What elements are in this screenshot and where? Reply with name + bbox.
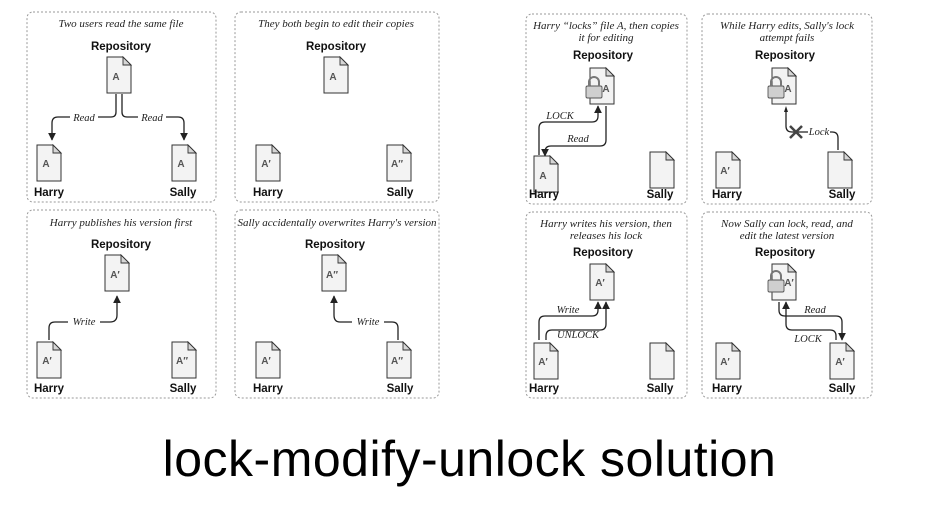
harry-label: Harry xyxy=(529,383,560,395)
panel-harry-publishes: Harry publishes his version first Reposi… xyxy=(27,210,216,398)
read-label: Read xyxy=(803,305,826,316)
panel-both-edit: They both begin to edit their copies Rep… xyxy=(235,12,439,202)
sally-file-icon xyxy=(828,152,852,188)
harry-label: Harry xyxy=(712,383,743,395)
diagram-svg: Two users read the same file Repository … xyxy=(0,0,939,430)
repository-file-label: A″ xyxy=(326,270,338,281)
panel-caption-line2: releases his lock xyxy=(570,230,643,242)
repository-label: Repository xyxy=(755,247,816,259)
panel-caption: Sally accidentally overwrites Harry's ve… xyxy=(237,217,437,229)
repository-file-label: A xyxy=(784,84,791,95)
panel-caption-line1: Now Sally can lock, read, and xyxy=(720,218,853,230)
panel-two-users-read: Two users read the same file Repository … xyxy=(27,12,216,202)
panel-caption: They both begin to edit their copies xyxy=(258,18,414,30)
panel-caption-line2: it for editing xyxy=(579,32,635,44)
sally-label: Sally xyxy=(647,189,674,201)
harry-file-label: A′ xyxy=(538,357,548,368)
sally-file-icon xyxy=(650,152,674,188)
panel-sally-overwrites: Sally accidentally overwrites Harry's ve… xyxy=(235,210,439,398)
write-label: Write xyxy=(557,305,580,316)
panel-caption: Harry publishes his version first xyxy=(49,217,193,229)
repository-file-label: A′ xyxy=(110,270,120,281)
panel-caption-line2: attempt fails xyxy=(760,32,815,44)
panel-sally-lock-fails: While Harry edits, Sally's lock attempt … xyxy=(702,14,872,204)
repository-file-label: A′ xyxy=(595,278,605,289)
repository-file-label: A xyxy=(602,84,609,95)
sally-file-label: A xyxy=(177,159,184,170)
harry-label: Harry xyxy=(253,383,284,395)
repository-label: Repository xyxy=(305,239,366,251)
panel-caption-line2: edit the latest version xyxy=(740,230,835,242)
repository-file-label: A xyxy=(329,72,336,83)
lock-label: Lock xyxy=(808,127,830,138)
sally-label: Sally xyxy=(387,187,414,199)
lock-label: LOCK xyxy=(793,334,822,345)
harry-file-label: A′ xyxy=(261,159,271,170)
slide-title: lock-modify-unlock solution xyxy=(0,430,939,488)
sally-file-label: A″ xyxy=(391,356,403,367)
harry-file-label: A′ xyxy=(42,356,52,367)
harry-file-label: A′ xyxy=(720,166,730,177)
harry-file-label: A′ xyxy=(720,357,730,368)
panel-harry-locks: Harry “locks” file A, then copies it for… xyxy=(526,14,687,204)
repository-file-label: A′ xyxy=(784,278,794,289)
harry-label: Harry xyxy=(712,189,743,201)
sally-label: Sally xyxy=(170,383,197,395)
harry-label: Harry xyxy=(34,383,65,395)
panel-caption-line1: Harry writes his version, then xyxy=(539,218,672,230)
sally-label: Sally xyxy=(647,383,674,395)
sally-file-label: A′ xyxy=(835,357,845,368)
repository-file-label: A xyxy=(112,72,119,83)
panel-caption: Two users read the same file xyxy=(59,18,184,30)
sally-file-label: A″ xyxy=(391,159,403,170)
write-label: Write xyxy=(357,317,380,328)
harry-label: Harry xyxy=(253,187,284,199)
read-label: Read xyxy=(566,134,589,145)
repository-label: Repository xyxy=(91,239,152,251)
write-label: Write xyxy=(73,317,96,328)
repository-label: Repository xyxy=(573,50,634,62)
unlock-label: UNLOCK xyxy=(557,330,600,341)
repository-label: Repository xyxy=(306,41,367,53)
harry-file-label: A xyxy=(42,159,49,170)
read-label: Read xyxy=(140,113,163,124)
lock-label: LOCK xyxy=(545,111,574,122)
panel-caption-line1: Harry “locks” file A, then copies xyxy=(532,20,679,32)
harry-file-label: A xyxy=(539,171,546,182)
panel-harry-writes-unlocks: Harry writes his version, then releases … xyxy=(526,212,687,398)
harry-label: Harry xyxy=(34,187,65,199)
harry-file-label: A′ xyxy=(261,356,271,367)
repository-label: Repository xyxy=(755,50,816,62)
sally-label: Sally xyxy=(170,187,197,199)
panel-sally-locks-reads: Now Sally can lock, read, and edit the l… xyxy=(702,212,872,398)
sally-label: Sally xyxy=(829,383,856,395)
sally-file-icon xyxy=(650,343,674,379)
read-label: Read xyxy=(72,113,95,124)
harry-label: Harry xyxy=(529,189,560,201)
sally-file-label: A″ xyxy=(176,356,188,367)
repository-label: Repository xyxy=(573,247,634,259)
sally-label: Sally xyxy=(387,383,414,395)
repository-label: Repository xyxy=(91,41,152,53)
panel-caption-line1: While Harry edits, Sally's lock xyxy=(720,20,855,32)
sally-label: Sally xyxy=(829,189,856,201)
